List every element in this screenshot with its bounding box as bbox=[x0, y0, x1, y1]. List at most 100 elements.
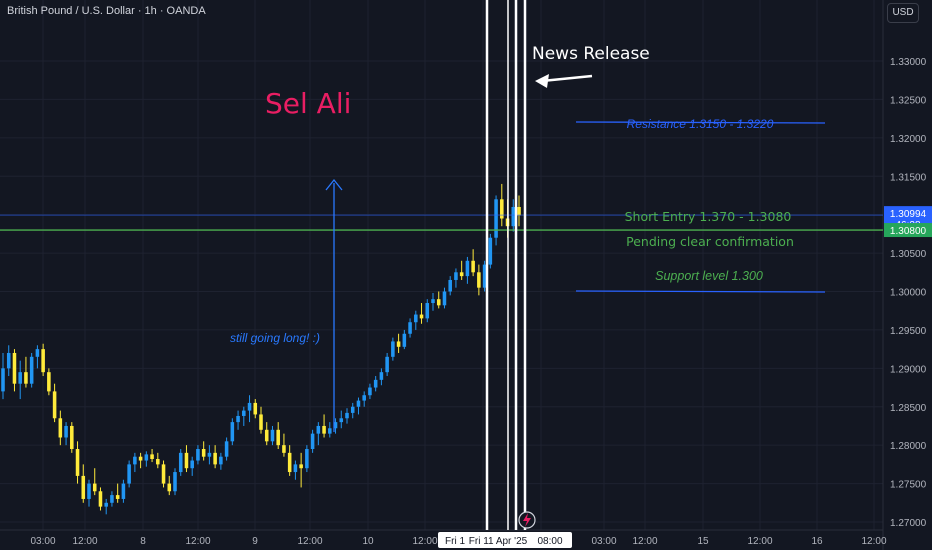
y-tick-label: 1.28000 bbox=[890, 441, 927, 452]
candle bbox=[345, 408, 349, 424]
candle bbox=[494, 195, 498, 246]
entry-price-value: 1.30800 bbox=[890, 226, 927, 237]
y-tick-label: 1.29000 bbox=[890, 364, 927, 375]
candle-body bbox=[150, 454, 154, 459]
candle bbox=[287, 445, 292, 476]
candle bbox=[517, 195, 521, 227]
candle bbox=[184, 445, 189, 473]
candle-body bbox=[465, 260, 470, 277]
candle-body bbox=[24, 372, 28, 384]
candle bbox=[224, 437, 229, 461]
x-tick-label: 12:00 bbox=[297, 536, 322, 547]
candle bbox=[500, 183, 504, 227]
last-price-value: 1.30994 bbox=[890, 209, 927, 220]
candle bbox=[92, 468, 97, 496]
candle bbox=[391, 337, 395, 361]
candle-body bbox=[29, 356, 34, 384]
candle bbox=[41, 343, 45, 377]
candle bbox=[75, 441, 80, 484]
candle-body bbox=[178, 452, 183, 473]
candle-body bbox=[385, 356, 389, 373]
candle-body bbox=[322, 425, 326, 434]
news-release-label: News Release bbox=[532, 44, 650, 64]
candle-body bbox=[425, 303, 430, 319]
candle bbox=[396, 333, 401, 353]
resistance-line bbox=[575, 121, 826, 124]
x-tick-label: 12:00 bbox=[412, 536, 437, 547]
candle bbox=[207, 445, 212, 465]
candle bbox=[70, 422, 74, 453]
candle bbox=[442, 287, 447, 309]
candle bbox=[488, 233, 493, 269]
candle-body bbox=[379, 372, 384, 380]
candle-body bbox=[1, 368, 5, 392]
candle-body bbox=[47, 372, 51, 392]
candle-body bbox=[18, 372, 22, 384]
news-arrow-shaft bbox=[541, 74, 593, 83]
candle bbox=[270, 425, 275, 446]
candle-body bbox=[345, 412, 349, 419]
candle-body bbox=[482, 264, 487, 288]
candle bbox=[276, 422, 280, 450]
candle bbox=[178, 449, 183, 476]
x-tick-label: 03:00 bbox=[30, 536, 55, 547]
resistance-label: Resistance 1.3150 - 1.3220 bbox=[627, 117, 774, 131]
candle bbox=[29, 352, 34, 388]
candle-body bbox=[259, 414, 263, 430]
x-tick-label: 8 bbox=[140, 536, 146, 547]
candle-body bbox=[161, 464, 166, 484]
candle-body bbox=[41, 349, 45, 373]
candle-body bbox=[224, 441, 229, 457]
candle bbox=[368, 383, 372, 400]
candle bbox=[98, 487, 103, 511]
candle bbox=[156, 452, 160, 469]
candle-body bbox=[52, 391, 57, 419]
candle-body bbox=[127, 464, 131, 484]
candle-body bbox=[264, 429, 269, 442]
candle bbox=[110, 491, 114, 507]
still-long-label: still going long! :) bbox=[230, 331, 320, 345]
candle-body bbox=[494, 199, 498, 238]
candle bbox=[201, 441, 206, 461]
candle bbox=[161, 460, 166, 488]
candle bbox=[402, 329, 407, 350]
candle-body bbox=[287, 452, 292, 473]
y-tick-label: 1.29500 bbox=[890, 326, 927, 337]
candle-body bbox=[70, 425, 74, 450]
candle bbox=[52, 383, 57, 423]
candle bbox=[150, 449, 154, 463]
candle-body bbox=[316, 425, 321, 434]
currency-button[interactable]: USD bbox=[887, 3, 919, 23]
candle-body bbox=[92, 483, 97, 492]
support-label: Support level 1.300 bbox=[655, 269, 763, 283]
long-arrow-head bbox=[325, 178, 343, 191]
candle bbox=[58, 410, 63, 446]
candle bbox=[448, 276, 452, 296]
candle bbox=[264, 422, 269, 446]
candle bbox=[236, 410, 240, 430]
candle-body bbox=[488, 237, 493, 265]
candle-body bbox=[184, 452, 189, 469]
candle-body bbox=[310, 433, 315, 450]
candle bbox=[419, 303, 424, 324]
candle-body bbox=[144, 454, 149, 461]
candle-body bbox=[477, 272, 481, 288]
candle-body bbox=[517, 206, 521, 216]
x-tick-label: 9 bbox=[252, 536, 258, 547]
candle-body bbox=[138, 456, 143, 461]
candle-body bbox=[356, 400, 361, 407]
candle bbox=[87, 479, 91, 507]
candle-body bbox=[436, 299, 441, 306]
y-tick-label: 1.27000 bbox=[890, 518, 927, 529]
candle-body bbox=[173, 472, 177, 492]
candle-body bbox=[419, 314, 424, 319]
candle bbox=[431, 293, 435, 311]
candle-body bbox=[190, 460, 194, 469]
candle bbox=[465, 256, 470, 284]
candle bbox=[310, 429, 315, 453]
candle-body bbox=[81, 475, 86, 499]
x-tick-label: 10 bbox=[362, 536, 374, 547]
candle bbox=[356, 397, 361, 415]
y-tick-label: 1.32500 bbox=[890, 95, 927, 106]
